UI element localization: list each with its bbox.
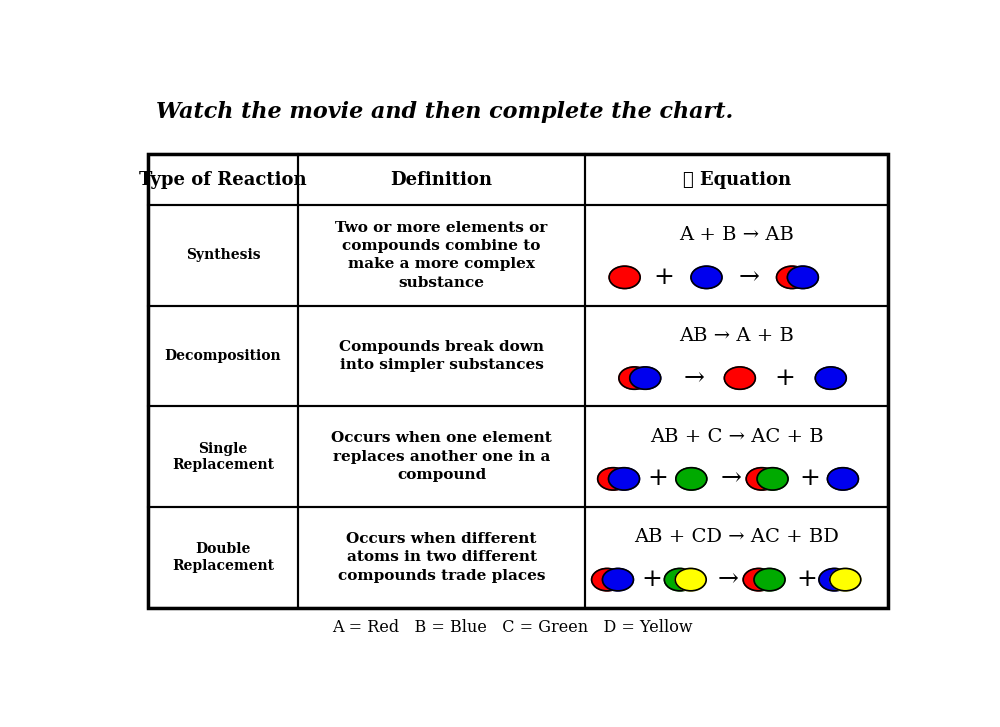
Circle shape [664,569,695,591]
Bar [148,205,298,305]
Circle shape [598,467,629,490]
Text: +: + [796,568,817,591]
Bar [148,154,888,608]
Bar [585,205,888,305]
Bar [585,507,888,608]
Text: +: + [641,568,662,591]
Circle shape [815,367,846,389]
Bar [585,154,888,205]
Bar [148,406,298,507]
Text: +: + [775,366,796,390]
Circle shape [592,569,623,591]
Text: Decomposition: Decomposition [165,349,281,363]
Text: Synthesis: Synthesis [186,248,260,262]
Text: Single
Replacement: Single Replacement [172,441,274,472]
Bar [298,406,585,507]
Circle shape [619,367,650,389]
Circle shape [691,266,722,289]
Text: +: + [648,467,668,491]
Text: Watch the movie and then complete the chart.: Watch the movie and then complete the ch… [156,101,733,124]
Text: Definition: Definition [391,171,493,188]
Bar [298,154,585,205]
Bar [148,154,298,205]
Circle shape [676,467,707,490]
Circle shape [777,266,808,289]
Circle shape [724,367,755,389]
Circle shape [787,266,818,289]
Circle shape [757,467,788,490]
Text: →: → [738,266,759,289]
Bar [148,507,298,608]
Text: AB + C → AC + B: AB + C → AC + B [650,427,824,446]
Text: →: → [720,467,741,491]
Text: Compounds break down
into simpler substances: Compounds break down into simpler substa… [339,340,544,372]
Circle shape [609,467,640,490]
Bar [148,305,298,406]
Text: +: + [799,467,820,491]
Text: AB + CD → AC + BD: AB + CD → AC + BD [634,529,839,546]
Text: Double
Replacement: Double Replacement [172,542,274,573]
Circle shape [630,367,661,389]
Text: →: → [717,568,738,591]
Text: Type of Reaction: Type of Reaction [139,171,307,188]
Text: Occurs when different
atoms in two different
compounds trade places: Occurs when different atoms in two diffe… [338,532,545,583]
Text: AB → A + B: AB → A + B [679,327,794,345]
Text: ★ Equation: ★ Equation [683,171,791,188]
Circle shape [830,569,861,591]
Text: →: → [684,366,705,390]
Text: Occurs when one element
replaces another one in a
compound: Occurs when one element replaces another… [331,431,552,482]
Circle shape [675,569,706,591]
Bar [585,305,888,406]
Circle shape [746,467,777,490]
Circle shape [602,569,633,591]
Circle shape [819,569,850,591]
Circle shape [743,569,774,591]
Circle shape [609,266,640,289]
Bar [298,507,585,608]
Circle shape [754,569,785,591]
Text: +: + [654,266,674,289]
Bar [585,406,888,507]
Bar [298,205,585,305]
Text: A = Red   B = Blue   C = Green   D = Yellow: A = Red B = Blue C = Green D = Yellow [332,619,693,636]
Text: A + B → AB: A + B → AB [679,226,794,244]
Text: Two or more elements or
compounds combine to
make a more complex
substance: Two or more elements or compounds combin… [335,220,548,290]
Bar [298,305,585,406]
Bar [148,154,888,608]
Circle shape [827,467,858,490]
